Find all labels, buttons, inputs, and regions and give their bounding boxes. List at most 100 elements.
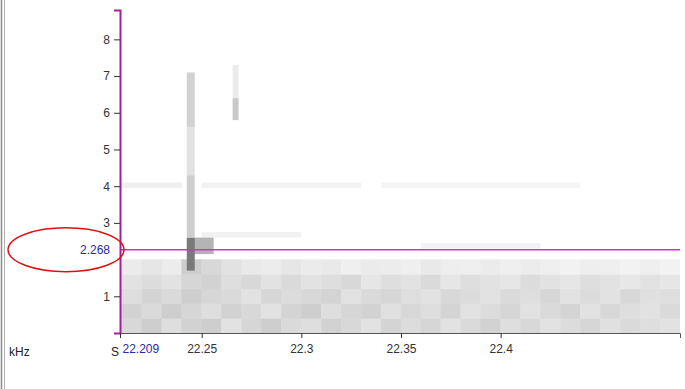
heat-cell bbox=[187, 175, 195, 237]
heat-cell bbox=[401, 289, 421, 304]
heat-cell bbox=[540, 289, 560, 304]
heat-cell bbox=[341, 289, 361, 304]
y-axis: 1345678 bbox=[103, 11, 120, 334]
x-axis-line bbox=[121, 334, 681, 339]
heat-cell bbox=[560, 318, 580, 333]
y-axis-line bbox=[114, 11, 121, 334]
heat-cell bbox=[202, 274, 222, 289]
heat-cell bbox=[540, 274, 560, 289]
heat-cell bbox=[640, 318, 660, 333]
heat-cell bbox=[261, 318, 281, 333]
heat-cell bbox=[261, 260, 281, 275]
heat-cell bbox=[182, 274, 202, 289]
x-tick-mark bbox=[301, 333, 302, 338]
heat-cell bbox=[441, 318, 461, 333]
heat-cell bbox=[580, 274, 600, 289]
heat-cell bbox=[481, 318, 501, 333]
heat-cell bbox=[233, 98, 239, 120]
heat-cell bbox=[341, 274, 361, 289]
heat-cell bbox=[162, 318, 182, 333]
heat-cell bbox=[202, 318, 222, 333]
heat-cell bbox=[361, 289, 381, 304]
heat-cell bbox=[202, 183, 361, 189]
x-tick-label: 22.4 bbox=[489, 342, 513, 356]
heat-cell bbox=[600, 304, 620, 319]
heat-cell bbox=[242, 304, 262, 319]
heat-cell bbox=[341, 318, 361, 333]
x-tick: 22.25 bbox=[187, 333, 217, 356]
heat-cell bbox=[301, 289, 321, 304]
x-axis: 22.209 22.25 22.3 22.35 22.4 bbox=[121, 333, 681, 356]
heat-cell bbox=[660, 260, 680, 275]
heat-cell bbox=[501, 318, 521, 333]
heat-cell bbox=[401, 304, 421, 319]
heat-cell bbox=[501, 289, 521, 304]
heat-cell bbox=[341, 304, 361, 319]
cursor-line bbox=[120, 249, 680, 251]
heat-cell bbox=[560, 304, 580, 319]
heat-cell bbox=[341, 260, 361, 275]
x-tick: 22.4 bbox=[489, 333, 513, 356]
y-tick-label: 7 bbox=[103, 69, 110, 83]
y-tick: 8 bbox=[103, 33, 120, 47]
heat-cell bbox=[120, 260, 142, 275]
heat-cell bbox=[481, 260, 501, 275]
heat-cell bbox=[521, 274, 541, 289]
heat-cell bbox=[242, 318, 262, 333]
heat-cell bbox=[381, 183, 580, 189]
heat-cell bbox=[381, 260, 401, 275]
y-tick-label: 8 bbox=[103, 33, 110, 47]
x-tick: 22.35 bbox=[386, 333, 416, 356]
heat-cell bbox=[421, 304, 441, 319]
y-tick: 6 bbox=[103, 106, 120, 120]
heat-cell bbox=[381, 318, 401, 333]
y-tick-label: 5 bbox=[103, 143, 110, 157]
heat-cell bbox=[120, 274, 142, 289]
heat-cell bbox=[501, 304, 521, 319]
heat-cell bbox=[620, 289, 640, 304]
heat-cell bbox=[620, 260, 640, 275]
x-axis-title: S bbox=[111, 345, 119, 359]
heat-cell bbox=[521, 260, 541, 275]
heat-cell bbox=[600, 274, 620, 289]
heat-cell bbox=[361, 304, 381, 319]
heat-cell bbox=[162, 260, 182, 275]
heat-cell bbox=[521, 304, 541, 319]
x-tick-mark bbox=[120, 333, 121, 338]
heat-cell bbox=[441, 260, 461, 275]
heat-cell bbox=[301, 274, 321, 289]
heat-cell bbox=[162, 304, 182, 319]
heat-cell bbox=[401, 274, 421, 289]
x-tick: 22.209 bbox=[121, 333, 160, 356]
heat-cell bbox=[600, 318, 620, 333]
heat-cell bbox=[540, 260, 560, 275]
heat-cell bbox=[461, 304, 481, 319]
heat-cell bbox=[481, 304, 501, 319]
heat-cell bbox=[501, 260, 521, 275]
heat-cell bbox=[222, 274, 242, 289]
heat-cell bbox=[660, 289, 680, 304]
chart: 134567822.20922.2522.322.3522.4SkHz2.268 bbox=[0, 0, 685, 389]
heat-cell bbox=[142, 260, 162, 275]
heat-cell bbox=[501, 274, 521, 289]
heat-cell bbox=[481, 289, 501, 304]
y-tick: 7 bbox=[103, 69, 120, 83]
heat-cell bbox=[222, 304, 242, 319]
heat-cell bbox=[481, 274, 501, 289]
heat-cell bbox=[640, 304, 660, 319]
x-tick-mark bbox=[202, 333, 203, 338]
heat-cell bbox=[600, 260, 620, 275]
x-tick-label: 22.3 bbox=[290, 342, 314, 356]
heat-cell bbox=[660, 318, 680, 333]
heat-cell bbox=[461, 289, 481, 304]
y-tick-mark bbox=[114, 149, 120, 150]
y-tick: 4 bbox=[103, 180, 120, 194]
heat-cell bbox=[242, 289, 262, 304]
heat-cell bbox=[301, 304, 321, 319]
heat-cell bbox=[441, 274, 461, 289]
heat-cell bbox=[401, 260, 421, 275]
heat-cell bbox=[321, 304, 341, 319]
y-tick: 1 bbox=[103, 290, 120, 304]
heat-cell bbox=[401, 318, 421, 333]
heat-cell bbox=[222, 260, 242, 275]
